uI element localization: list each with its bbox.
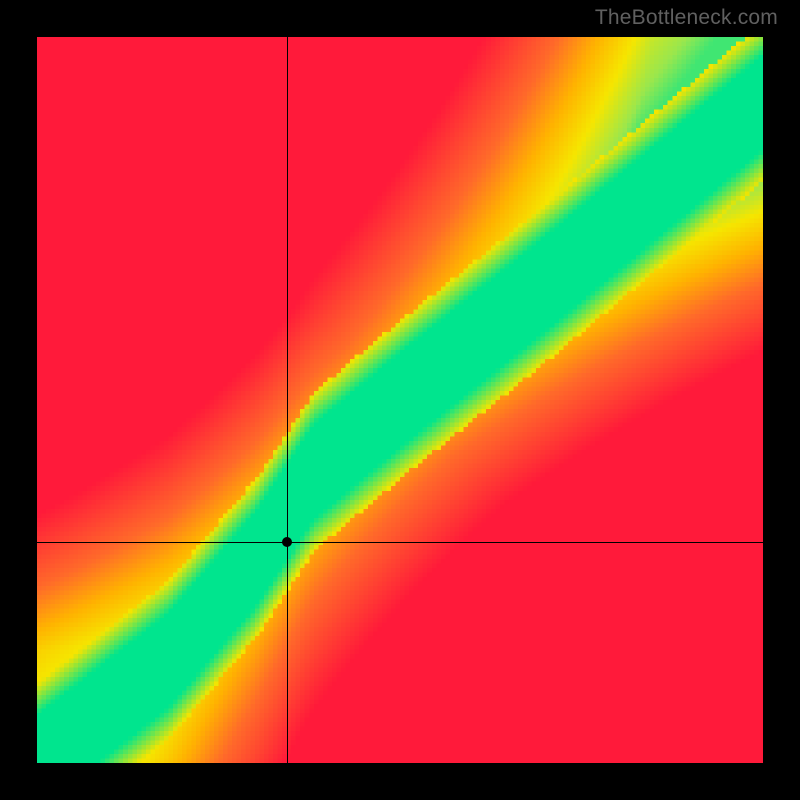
heatmap-canvas: [37, 37, 763, 763]
watermark-text: TheBottleneck.com: [595, 6, 778, 30]
heatmap-plot: [37, 37, 763, 763]
chart-container: TheBottleneck.com: [0, 0, 800, 800]
